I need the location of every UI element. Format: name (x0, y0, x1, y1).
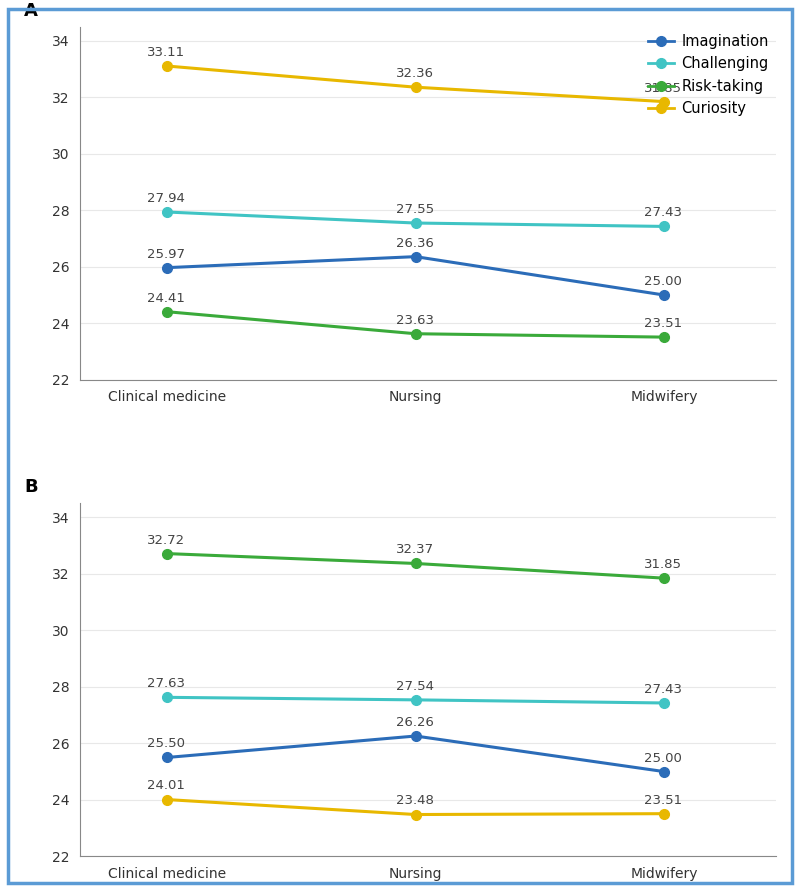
Text: 25.00: 25.00 (644, 752, 682, 764)
Text: 27.63: 27.63 (147, 677, 185, 690)
Text: 23.48: 23.48 (396, 795, 434, 807)
Text: 27.55: 27.55 (396, 203, 434, 216)
Text: 25.00: 25.00 (644, 275, 682, 288)
Text: 23.63: 23.63 (396, 314, 434, 326)
Text: 31.85: 31.85 (644, 81, 682, 95)
Text: 26.36: 26.36 (396, 236, 434, 250)
Text: A: A (24, 2, 38, 20)
Text: 27.43: 27.43 (644, 206, 682, 219)
Text: 32.72: 32.72 (147, 533, 186, 547)
Text: 23.51: 23.51 (644, 794, 682, 806)
Text: 33.11: 33.11 (147, 46, 186, 59)
Text: 25.97: 25.97 (147, 248, 185, 260)
Text: 27.43: 27.43 (644, 683, 682, 696)
Text: 25.50: 25.50 (147, 738, 185, 750)
Text: 31.85: 31.85 (644, 558, 682, 571)
Text: 32.36: 32.36 (396, 67, 434, 80)
Text: 27.94: 27.94 (147, 192, 185, 205)
Text: 32.37: 32.37 (396, 543, 434, 557)
Text: 23.51: 23.51 (644, 317, 682, 330)
Text: 27.54: 27.54 (396, 680, 434, 693)
Text: 26.26: 26.26 (396, 716, 434, 729)
Text: B: B (24, 478, 38, 496)
Text: 24.41: 24.41 (147, 292, 185, 305)
Legend: Imagination, Challenging, Risk-taking, Curiosity: Imagination, Challenging, Risk-taking, C… (648, 34, 769, 116)
Text: 24.01: 24.01 (147, 780, 185, 792)
